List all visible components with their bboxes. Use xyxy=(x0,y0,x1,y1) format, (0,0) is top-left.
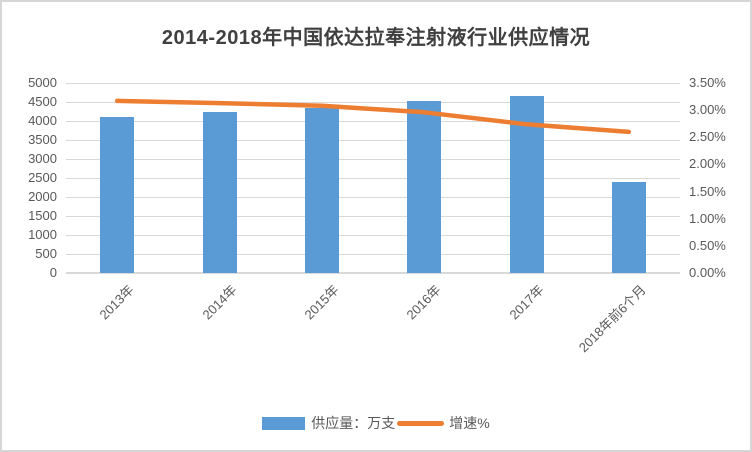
x-axis-category-label: 2015年 xyxy=(301,282,342,323)
left-axis-tick-label: 1000 xyxy=(28,227,57,242)
growth-line-layer xyxy=(114,98,632,135)
gridline xyxy=(66,197,680,198)
legend-label-supply: 供应量：万支 xyxy=(311,415,396,431)
supply-bar xyxy=(611,181,646,273)
x-axis-category-label: 2014年 xyxy=(198,282,240,323)
left-axis-tick-label: 3000 xyxy=(28,151,57,166)
left-axis-tick-label: 4000 xyxy=(28,113,57,128)
left-axis-tick-label: 2000 xyxy=(28,189,57,204)
gridline xyxy=(66,102,680,103)
left-axis-tick-label: 3500 xyxy=(28,132,57,147)
legend: 供应量：万支 增速% xyxy=(2,413,750,433)
legend-label-growth: 增速% xyxy=(449,415,490,431)
growth-line xyxy=(114,98,632,135)
gridline xyxy=(66,121,680,122)
supply-bar xyxy=(304,108,339,273)
legend-swatch-growth-line xyxy=(397,420,445,426)
x-axis-category-label: 2013年 xyxy=(96,282,137,323)
right-axis-tick-label: 3.50% xyxy=(689,75,726,90)
gridline xyxy=(66,140,680,141)
gridline xyxy=(66,235,680,236)
supply-bar xyxy=(100,117,135,273)
left-axis-tick-label: 1500 xyxy=(28,208,57,223)
legend-swatch-supply xyxy=(262,416,306,430)
right-axis-tick-label: 1.00% xyxy=(689,210,726,226)
x-axis-category-label: 2016年 xyxy=(403,282,444,323)
left-axis-tick-label: 4500 xyxy=(28,94,57,109)
x-axis-category-label: 2017年 xyxy=(505,282,547,323)
supply-bar xyxy=(407,101,442,273)
x-axis-line xyxy=(66,272,680,274)
right-axis-tick-label: 2.50% xyxy=(689,129,726,145)
right-axis-tick-label: 1.50% xyxy=(689,183,726,199)
gridline xyxy=(66,83,680,84)
right-axis-tick-label: 3.00% xyxy=(689,102,726,118)
plot-area xyxy=(66,83,680,274)
gridline xyxy=(66,178,680,179)
chart-title: 2014-2018年中国依达拉奉注射液行业供应情况 xyxy=(161,27,591,49)
left-axis-tick-label: 5000 xyxy=(28,75,57,90)
left-axis-tick-label: 500 xyxy=(35,246,57,261)
gridline xyxy=(66,254,680,255)
x-axis-category-label: 2018年前6个月 xyxy=(575,282,649,356)
gridline xyxy=(66,159,680,160)
supply-bar xyxy=(202,111,237,273)
left-axis-tick-label: 0 xyxy=(49,265,57,280)
left-axis-tick-label: 2500 xyxy=(28,170,57,185)
gridline xyxy=(66,216,680,217)
right-axis-tick-label: 0.50% xyxy=(689,237,726,253)
right-axis-tick-label: 0.00% xyxy=(689,265,726,280)
right-axis-tick-label: 2.00% xyxy=(689,156,726,172)
